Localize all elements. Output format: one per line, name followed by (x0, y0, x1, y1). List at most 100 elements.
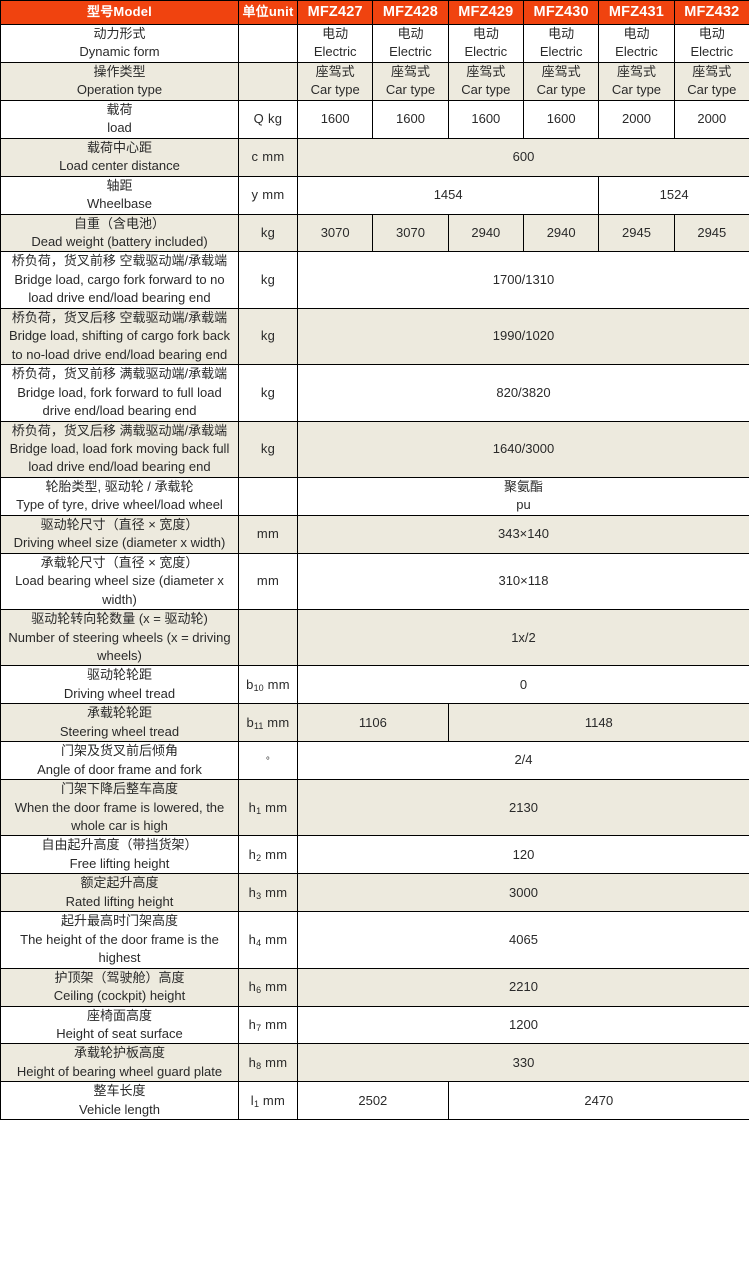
table-row: 驱动轮转向轮数量 (x = 驱动轮) Number of steering whe… (0, 609, 749, 667)
spec-unit: h3 mm (238, 873, 298, 913)
spec-label: 座椅面高度 Height of seat surface (0, 1005, 239, 1045)
spec-label: 承载轮尺寸（直径 × 宽度） Load bearing wheel size (d… (0, 552, 239, 611)
spec-value-en: Electric (464, 44, 508, 60)
table-row: 门架及货叉前后倾角 Angle of door frame and fork ° 2/… (0, 741, 749, 781)
unit-symbol: Q kg (253, 111, 283, 127)
unit-suffix: mm (263, 714, 290, 730)
unit-suffix: mm (261, 978, 288, 994)
spec-value: 1990/1020 (297, 307, 749, 366)
spec-value: 2945 (673, 213, 749, 253)
spec-label: 载荷 load (0, 99, 239, 139)
spec-label-en: load (107, 120, 132, 136)
table-row: 护顶架（驾驶舱）高度 Ceiling (cockpit) height h6 mm 2… (0, 967, 749, 1007)
spec-value: 330 (297, 1043, 749, 1083)
spec-value: 电动 Electric (372, 24, 449, 63)
table-row: 桥负荷，货叉后移 满载驱动端/承载端 Bridge load, load fork… (0, 420, 749, 478)
spec-label-en: Bridge load, shifting of cargo fork back… (8, 328, 231, 362)
spec-label: 桥负荷，货叉后移 空载驱动端/承载端 Bridge load, shifting … (0, 307, 239, 366)
spec-unit: h7 mm (238, 1005, 298, 1045)
table-header: 型号Model 单位unit MFZ427 MFZ428 MFZ429 MFZ430 M… (0, 0, 749, 25)
unit-subscript: 1 (254, 1098, 260, 1109)
header-model-mfz430: MFZ430 (522, 0, 600, 25)
spec-value: 电动 Electric (296, 24, 374, 63)
spec-unit: ° (238, 741, 298, 781)
unit-suffix: mm (259, 1092, 286, 1108)
spec-value: 1640/3000 (297, 420, 749, 478)
table-row: 承载轮尺寸（直径 × 宽度） Load bearing wheel size (d… (0, 552, 749, 611)
spec-label: 门架及货叉前后倾角 Angle of door frame and fork (0, 741, 239, 781)
spec-value: 座驾式 Car type (673, 61, 749, 101)
table-row: 载荷 load Q kg 1600 1600 1600 1600 2000 2000 (0, 99, 749, 139)
spec-value: 820/3820 (297, 364, 749, 422)
spec-value: 座驾式 Car type (296, 61, 374, 101)
spec-value-cn: 电动 (623, 26, 650, 41)
spec-label-en: Height of bearing wheel guard plate (16, 1063, 223, 1079)
table-row: 驱动轮尺寸（直径 × 宽度） Driving wheel size (diamet… (0, 514, 749, 554)
spec-value-cn: 聚氨酯 (503, 478, 543, 494)
spec-unit: b11 mm (238, 703, 298, 743)
spec-label-cn: 驱动轮尺寸（直径 × 宽度） (40, 516, 199, 532)
spec-label-cn: 承载轮尺寸（直径 × 宽度） (40, 554, 199, 570)
spec-value-cn: 座驾式 (390, 63, 430, 79)
spec-value: 1600 (447, 99, 524, 139)
unit-subscript: 3 (256, 890, 262, 901)
spec-unit (238, 61, 298, 101)
table-row: 桥负荷，货叉前移 空载驱动端/承载端 Bridge load, cargo for… (0, 251, 749, 309)
unit-subscript: 7 (256, 1022, 262, 1033)
table-row: 轴距 Wheelbase y mm 1454 1524 (0, 175, 749, 215)
spec-value: 2945 (598, 213, 675, 253)
spec-label-cn: 载荷 (106, 101, 133, 117)
spec-label-en: Load center distance (59, 158, 180, 174)
spec-label: 承载轮护板高度 Height of bearing wheel guard pla… (0, 1043, 239, 1083)
unit-symbol: h (248, 884, 257, 900)
unit-symbol: kg (260, 440, 276, 456)
spec-value-cn: 座驾式 (541, 63, 581, 79)
spec-label-en: Vehicle length (79, 1101, 160, 1117)
spec-value-cn: 座驾式 (466, 63, 506, 79)
spec-label-en: Wheelbase (86, 196, 153, 212)
spec-label-cn: 承载轮轮距 (86, 705, 152, 721)
spec-value: 0 (297, 665, 749, 705)
spec-value-en: Electric (690, 44, 734, 60)
spec-unit (238, 609, 298, 667)
spec-label-cn: 轮胎类型, 驱动轮 / 承载轮 (45, 478, 194, 494)
unit-subscript: 2 (256, 852, 262, 863)
spec-value: 310×118 (297, 552, 749, 611)
spec-unit: h2 mm (238, 835, 298, 875)
spec-unit: kg (238, 307, 298, 366)
spec-unit: h4 mm (238, 911, 298, 969)
spec-label: 轴距 Wheelbase (0, 175, 239, 215)
unit-symbol: h (248, 931, 257, 947)
spec-value: 1524 (598, 175, 749, 215)
unit-symbol: kg (260, 384, 276, 400)
unit-symbol: kg (260, 271, 276, 287)
spec-label-cn: 驱动轮轮距 (86, 667, 152, 683)
spec-label-en: Operation type (76, 82, 163, 98)
spec-value-cn: 电动 (548, 26, 575, 41)
spec-label-cn: 自重（含电池） (73, 215, 165, 231)
unit-suffix: mm (261, 884, 288, 900)
spec-value-en: Electric (539, 44, 583, 60)
spec-label-cn: 驱动轮转向轮数量 (x = 驱动轮) (31, 611, 208, 627)
spec-unit: l1 mm (238, 1081, 298, 1121)
spec-value: 2940 (522, 213, 600, 253)
unit-symbol: mm (256, 573, 280, 589)
spec-label-cn: 门架及货叉前后倾角 (60, 743, 178, 759)
header-model-mfz429: MFZ429 (447, 0, 524, 25)
spec-label-cn: 起升最高时门架高度 (60, 913, 178, 929)
spec-label-en: Ceiling (cockpit) height (53, 988, 186, 1004)
spec-value-cn: 电动 (698, 26, 725, 41)
header-model-mfz432: MFZ432 (673, 0, 749, 25)
spec-label-cn: 桥负荷，货叉前移 空载驱动端/承载端 (11, 253, 228, 269)
spec-label: 载荷中心距 Load center distance (0, 137, 239, 177)
spec-value: 2210 (297, 967, 749, 1007)
spec-value-en: Electric (389, 44, 432, 60)
spec-value: 1600 (372, 99, 449, 139)
table-row: 座椅面高度 Height of seat surface h7 mm 1200 (0, 1005, 749, 1045)
spec-value: 2470 (447, 1081, 749, 1121)
spec-label-en: Free lifting height (69, 855, 170, 871)
table-row: 自由起升高度（带挡货架） Free lifting height h2 mm 120 (0, 835, 749, 875)
spec-unit: h6 mm (238, 967, 298, 1007)
table-row: 操作类型 Operation type 座驾式 Car type 座驾式 Car type… (0, 61, 749, 101)
header-model-label: 型号Model (0, 0, 239, 25)
